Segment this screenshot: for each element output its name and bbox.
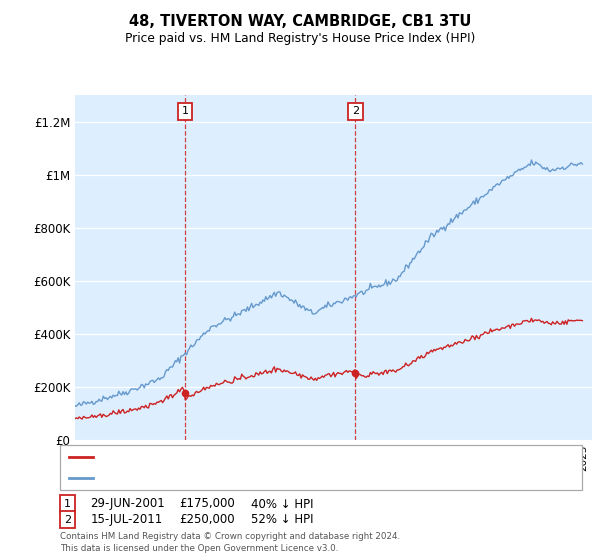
- Text: HPI: Average price, detached house, Cambridge: HPI: Average price, detached house, Camb…: [100, 473, 368, 483]
- Text: 52% ↓ HPI: 52% ↓ HPI: [251, 513, 313, 526]
- Text: 1: 1: [182, 106, 188, 116]
- Text: 1: 1: [64, 499, 71, 509]
- Text: £250,000: £250,000: [179, 513, 235, 526]
- Text: 2: 2: [352, 106, 359, 116]
- Text: 40% ↓ HPI: 40% ↓ HPI: [251, 497, 313, 511]
- Text: Contains HM Land Registry data © Crown copyright and database right 2024.
This d: Contains HM Land Registry data © Crown c…: [60, 533, 400, 553]
- Text: £175,000: £175,000: [179, 497, 235, 511]
- Text: 2: 2: [64, 515, 71, 525]
- Text: 29-JUN-2001: 29-JUN-2001: [91, 497, 166, 511]
- Text: 15-JUL-2011: 15-JUL-2011: [91, 513, 163, 526]
- Text: 48, TIVERTON WAY, CAMBRIDGE, CB1 3TU (detached house): 48, TIVERTON WAY, CAMBRIDGE, CB1 3TU (de…: [100, 452, 436, 463]
- Text: Price paid vs. HM Land Registry's House Price Index (HPI): Price paid vs. HM Land Registry's House …: [125, 32, 475, 45]
- Text: 48, TIVERTON WAY, CAMBRIDGE, CB1 3TU: 48, TIVERTON WAY, CAMBRIDGE, CB1 3TU: [129, 14, 471, 29]
